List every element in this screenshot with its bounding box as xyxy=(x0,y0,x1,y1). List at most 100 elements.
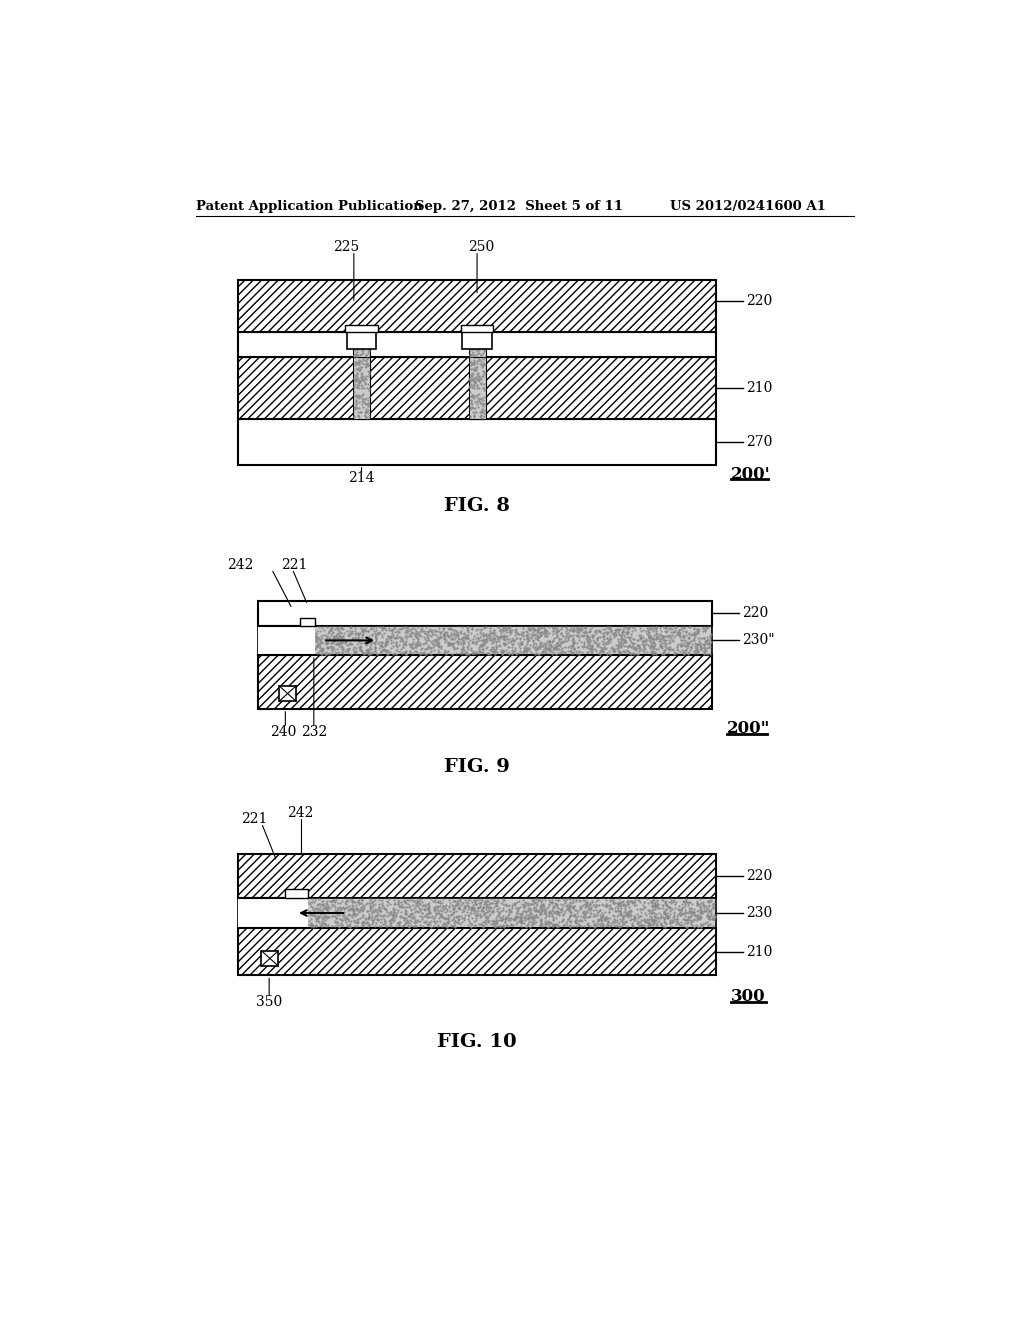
Point xyxy=(295,640,311,661)
Point xyxy=(471,639,487,660)
Point xyxy=(612,642,629,663)
Point xyxy=(476,329,493,350)
Point xyxy=(455,638,471,659)
Point xyxy=(326,626,342,647)
Point xyxy=(660,639,677,660)
Point xyxy=(271,915,288,936)
Point xyxy=(657,916,674,937)
Point xyxy=(289,643,305,664)
Point xyxy=(660,630,677,651)
Point xyxy=(498,908,514,929)
Bar xyxy=(239,928,716,975)
Point xyxy=(686,623,702,644)
Point xyxy=(410,909,426,931)
Point xyxy=(644,908,660,929)
Point xyxy=(489,904,506,925)
Point xyxy=(665,624,681,645)
Point xyxy=(259,907,275,928)
Point xyxy=(430,895,446,916)
Point xyxy=(585,636,601,657)
Point xyxy=(407,634,423,655)
Point xyxy=(493,892,509,913)
Point xyxy=(346,397,362,418)
Point xyxy=(615,630,632,651)
Point xyxy=(645,911,662,932)
Point xyxy=(329,634,345,655)
Point xyxy=(602,890,618,911)
Point xyxy=(357,908,374,929)
Point xyxy=(262,623,279,644)
Point xyxy=(351,371,368,392)
Point xyxy=(339,640,355,661)
Point xyxy=(570,636,587,657)
Point xyxy=(253,916,269,937)
Point xyxy=(319,906,336,927)
Point xyxy=(258,915,274,936)
Point xyxy=(321,636,337,657)
Point xyxy=(350,623,367,644)
Point xyxy=(392,912,409,933)
Point xyxy=(621,627,637,648)
Point xyxy=(647,643,664,664)
Point xyxy=(583,903,599,924)
Point xyxy=(443,915,460,936)
Point xyxy=(349,909,366,931)
Point xyxy=(537,626,553,647)
Point xyxy=(646,628,663,649)
Point xyxy=(637,909,653,931)
Point xyxy=(563,635,580,656)
Point xyxy=(567,907,584,928)
Point xyxy=(562,640,579,661)
Point xyxy=(555,626,571,647)
Point xyxy=(633,915,649,936)
Point xyxy=(303,915,319,936)
Point xyxy=(327,628,343,649)
Point xyxy=(540,896,556,917)
Point xyxy=(350,636,367,657)
Point xyxy=(683,638,699,659)
Point xyxy=(563,911,580,932)
Point xyxy=(689,618,706,639)
Point xyxy=(604,623,621,644)
Point xyxy=(706,908,722,929)
Point xyxy=(336,904,352,925)
Point xyxy=(688,634,705,655)
Point xyxy=(468,338,484,359)
Point xyxy=(541,632,557,653)
Point xyxy=(646,895,663,916)
Point xyxy=(250,899,266,920)
Point xyxy=(644,643,660,664)
Point xyxy=(463,896,479,917)
Point xyxy=(273,631,290,652)
Point xyxy=(597,909,613,931)
Point xyxy=(445,639,462,660)
Point xyxy=(668,624,684,645)
Point xyxy=(519,638,536,659)
Point xyxy=(295,642,311,663)
Point xyxy=(471,630,487,651)
Point xyxy=(525,632,542,653)
Point xyxy=(348,638,365,659)
Point xyxy=(645,890,662,911)
Point xyxy=(379,916,395,937)
Point xyxy=(519,908,536,929)
Point xyxy=(439,618,456,639)
Point xyxy=(694,900,711,921)
Point xyxy=(469,350,485,371)
Point xyxy=(402,626,419,647)
Point xyxy=(263,892,280,913)
Point xyxy=(359,907,376,928)
Point xyxy=(692,895,709,916)
Point xyxy=(526,639,543,660)
Point xyxy=(417,638,433,659)
Point xyxy=(261,628,278,649)
Point xyxy=(406,916,422,937)
Point xyxy=(286,899,302,920)
Point xyxy=(669,913,685,935)
Point xyxy=(432,622,449,643)
Point xyxy=(273,620,290,642)
Point xyxy=(568,912,585,933)
Point xyxy=(483,902,500,923)
Point xyxy=(276,643,293,664)
Point xyxy=(367,890,383,911)
